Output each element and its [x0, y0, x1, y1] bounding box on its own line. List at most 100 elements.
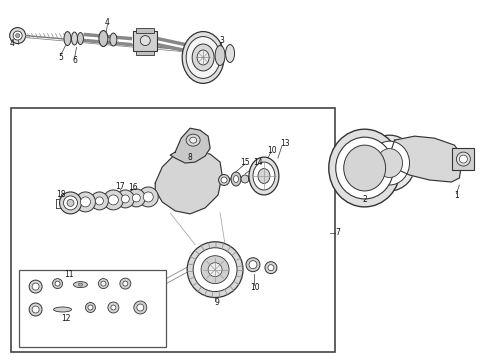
Ellipse shape — [108, 195, 119, 205]
Ellipse shape — [91, 192, 108, 210]
Ellipse shape — [110, 33, 117, 46]
Ellipse shape — [377, 149, 403, 177]
Bar — [136, 28, 154, 32]
Ellipse shape — [225, 45, 235, 62]
Ellipse shape — [268, 265, 274, 271]
Text: 15: 15 — [240, 158, 250, 167]
Ellipse shape — [52, 279, 63, 289]
Text: 14: 14 — [253, 158, 263, 167]
Text: 13: 13 — [280, 139, 290, 148]
Text: 4: 4 — [105, 18, 110, 27]
Text: 9: 9 — [215, 298, 220, 307]
Ellipse shape — [234, 176, 239, 183]
Bar — [11, 108, 335, 352]
Ellipse shape — [186, 37, 220, 78]
Ellipse shape — [78, 283, 82, 286]
Ellipse shape — [258, 168, 270, 184]
Text: 17: 17 — [116, 183, 125, 192]
Ellipse shape — [101, 281, 106, 286]
Ellipse shape — [122, 195, 129, 203]
Ellipse shape — [80, 197, 91, 207]
Ellipse shape — [59, 192, 81, 214]
Ellipse shape — [32, 306, 39, 313]
Ellipse shape — [72, 32, 77, 45]
Ellipse shape — [99, 31, 108, 46]
Ellipse shape — [137, 304, 144, 311]
Text: 18: 18 — [56, 190, 65, 199]
Text: 12: 12 — [61, 314, 70, 323]
Ellipse shape — [127, 189, 145, 207]
Text: 3: 3 — [220, 36, 224, 45]
Circle shape — [16, 33, 20, 37]
Bar — [452, 148, 474, 170]
Ellipse shape — [190, 137, 196, 143]
Ellipse shape — [98, 279, 108, 289]
Ellipse shape — [249, 157, 279, 195]
Ellipse shape — [29, 280, 42, 293]
Ellipse shape — [249, 261, 257, 269]
Ellipse shape — [253, 162, 275, 190]
Text: 10: 10 — [267, 145, 277, 154]
Circle shape — [10, 28, 25, 44]
Ellipse shape — [67, 199, 74, 206]
Ellipse shape — [29, 303, 42, 316]
Bar — [133, 31, 157, 50]
Ellipse shape — [53, 307, 72, 312]
Ellipse shape — [64, 196, 77, 210]
Text: 5: 5 — [58, 53, 63, 62]
Ellipse shape — [64, 32, 71, 45]
Circle shape — [193, 248, 237, 292]
Ellipse shape — [55, 281, 60, 286]
Circle shape — [187, 242, 243, 298]
Ellipse shape — [132, 194, 140, 202]
Ellipse shape — [120, 278, 131, 289]
Ellipse shape — [219, 175, 229, 185]
Ellipse shape — [215, 45, 225, 66]
Ellipse shape — [138, 187, 158, 207]
Circle shape — [13, 31, 22, 40]
Ellipse shape — [246, 258, 260, 272]
Ellipse shape — [75, 192, 96, 212]
Text: 7: 7 — [335, 228, 340, 237]
Text: 2: 2 — [362, 195, 367, 204]
Ellipse shape — [248, 175, 255, 181]
Ellipse shape — [134, 301, 147, 314]
Polygon shape — [155, 151, 222, 214]
Ellipse shape — [221, 177, 227, 183]
Ellipse shape — [77, 32, 83, 45]
Ellipse shape — [192, 44, 214, 71]
Ellipse shape — [123, 281, 128, 286]
Ellipse shape — [111, 305, 116, 310]
Ellipse shape — [329, 129, 400, 207]
Bar — [19, 270, 166, 347]
Ellipse shape — [182, 32, 224, 84]
Ellipse shape — [108, 302, 119, 313]
Polygon shape — [390, 136, 462, 182]
Ellipse shape — [197, 50, 209, 65]
Polygon shape — [170, 128, 210, 163]
Ellipse shape — [116, 190, 134, 208]
Bar — [136, 50, 154, 55]
Ellipse shape — [186, 134, 200, 146]
Circle shape — [208, 263, 222, 276]
Text: 16: 16 — [128, 184, 138, 193]
Ellipse shape — [143, 192, 153, 202]
Ellipse shape — [343, 145, 386, 191]
Ellipse shape — [231, 172, 241, 186]
Text: 6: 6 — [72, 56, 77, 65]
Circle shape — [460, 155, 467, 163]
Ellipse shape — [103, 190, 123, 210]
Ellipse shape — [32, 283, 39, 290]
Circle shape — [140, 36, 150, 45]
Text: 10: 10 — [250, 283, 260, 292]
Text: 1: 1 — [454, 192, 459, 201]
Ellipse shape — [96, 197, 103, 205]
Ellipse shape — [364, 135, 416, 191]
Ellipse shape — [88, 305, 93, 310]
Ellipse shape — [336, 137, 393, 199]
Ellipse shape — [241, 175, 249, 183]
Ellipse shape — [85, 302, 96, 312]
Ellipse shape — [74, 282, 87, 288]
Ellipse shape — [265, 262, 277, 274]
Text: 4: 4 — [9, 39, 14, 48]
